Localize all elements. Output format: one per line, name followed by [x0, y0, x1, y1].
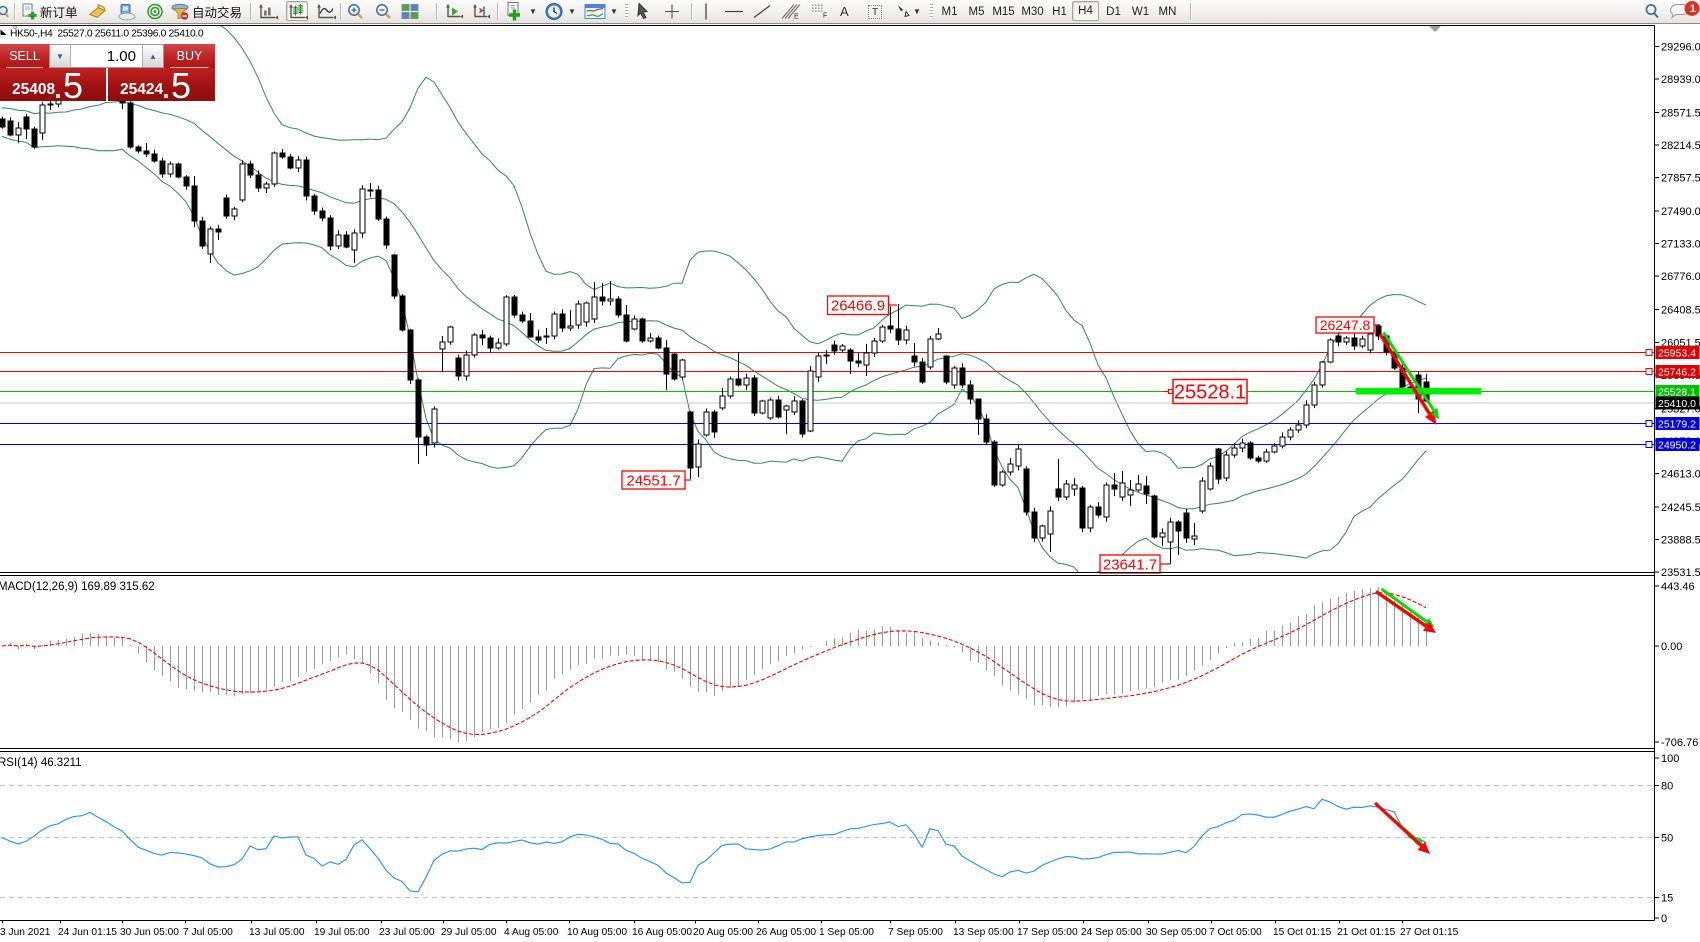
svg-text:3 Jun 2021: 3 Jun 2021: [0, 927, 51, 938]
svg-text:24 Sep 05:00: 24 Sep 05:00: [1081, 927, 1142, 938]
svg-text:30 Jun 05:00: 30 Jun 05:00: [120, 927, 179, 938]
svg-text:24245.5: 24245.5: [1661, 502, 1700, 514]
svg-text:25179.2: 25179.2: [1658, 419, 1696, 431]
svg-text:1 Sep 05:00: 1 Sep 05:00: [819, 927, 874, 938]
svg-text:26466.9: 26466.9: [831, 298, 885, 315]
svg-text:25528.1: 25528.1: [1174, 382, 1246, 404]
svg-text:23641.7: 23641.7: [1103, 556, 1157, 573]
svg-text:24613.0: 24613.0: [1661, 468, 1700, 480]
svg-text:23 Jul 05:00: 23 Jul 05:00: [379, 927, 435, 938]
svg-text:27 Oct 01:15: 27 Oct 01:15: [1400, 927, 1459, 938]
svg-text:24950.2: 24950.2: [1658, 440, 1696, 452]
svg-text:20 Aug 05:00: 20 Aug 05:00: [693, 927, 753, 938]
svg-text:26247.8: 26247.8: [1320, 317, 1371, 333]
svg-text:24551.7: 24551.7: [626, 472, 680, 489]
svg-text:30 Sep 05:00: 30 Sep 05:00: [1146, 927, 1207, 938]
svg-text:27490.0: 27490.0: [1661, 206, 1700, 218]
svg-text:26408.5: 26408.5: [1661, 305, 1700, 317]
svg-text:443.46: 443.46: [1661, 581, 1695, 593]
svg-text:50: 50: [1661, 833, 1673, 845]
svg-text:1: 1: [1690, 3, 1696, 15]
svg-text:F: F: [823, 13, 827, 20]
svg-text:16 Aug 05:00: 16 Aug 05:00: [632, 927, 692, 938]
svg-text:23531.5: 23531.5: [1661, 567, 1700, 579]
svg-text:13 Jul 05:00: 13 Jul 05:00: [249, 927, 305, 938]
svg-text:26776.0: 26776.0: [1661, 271, 1700, 283]
svg-text:25528.1: 25528.1: [1658, 387, 1696, 399]
svg-text:24 Jun 01:15: 24 Jun 01:15: [58, 927, 117, 938]
svg-text:MACD(12,26,9) 169.89 315.62: MACD(12,26,9) 169.89 315.62: [0, 581, 155, 593]
svg-text:0: 0: [1661, 913, 1667, 925]
svg-text:26 Aug 05:00: 26 Aug 05:00: [756, 927, 816, 938]
svg-text:19 Jul 05:00: 19 Jul 05:00: [314, 927, 370, 938]
svg-text:7 Oct 05:00: 7 Oct 05:00: [1209, 927, 1262, 938]
svg-text:7 Sep 05:00: 7 Sep 05:00: [888, 927, 943, 938]
svg-text:0.00: 0.00: [1661, 641, 1682, 653]
svg-text:RSI(14) 46.3211: RSI(14) 46.3211: [0, 757, 82, 769]
svg-text:E: E: [794, 14, 799, 21]
svg-text:29 Jul 05:00: 29 Jul 05:00: [441, 927, 497, 938]
svg-text:HK50-,H4 25527.0 25611.0 2539: HK50-,H4 25527.0 25611.0 25396.0 25410.0: [10, 29, 204, 40]
svg-text:28571.5: 28571.5: [1661, 108, 1700, 120]
svg-text:15: 15: [1661, 893, 1673, 905]
svg-text:23888.5: 23888.5: [1661, 534, 1700, 546]
svg-text:29296.0: 29296.0: [1661, 42, 1700, 54]
svg-text:80: 80: [1661, 781, 1673, 793]
svg-text:25410.0: 25410.0: [1658, 398, 1696, 410]
svg-text:15 Oct 01:15: 15 Oct 01:15: [1273, 927, 1332, 938]
svg-text:25746.2: 25746.2: [1658, 367, 1696, 379]
svg-text:27857.5: 27857.5: [1661, 173, 1700, 185]
svg-text:100: 100: [1661, 753, 1679, 765]
svg-text:7 Jul 05:00: 7 Jul 05:00: [183, 927, 233, 938]
svg-text:25953.4: 25953.4: [1658, 348, 1696, 360]
svg-text:28939.0: 28939.0: [1661, 74, 1700, 86]
svg-text:28214.5: 28214.5: [1661, 140, 1700, 152]
svg-text:10 Aug 05:00: 10 Aug 05:00: [567, 927, 627, 938]
svg-text:-706.76: -706.76: [1661, 737, 1698, 749]
svg-text:4 Aug 05:00: 4 Aug 05:00: [504, 927, 559, 938]
svg-text:17 Sep 05:00: 17 Sep 05:00: [1017, 927, 1078, 938]
svg-text:27133.0: 27133.0: [1661, 239, 1700, 251]
svg-text:13 Sep 05:00: 13 Sep 05:00: [953, 927, 1014, 938]
svg-text:21 Oct 01:15: 21 Oct 01:15: [1337, 927, 1396, 938]
